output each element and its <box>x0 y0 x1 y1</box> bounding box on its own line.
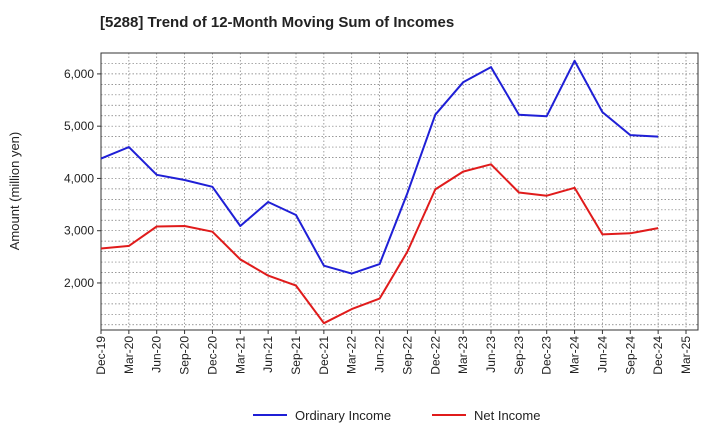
y-axis: 2,000 3,000 4,000 5,000 6,000 <box>64 67 101 290</box>
x-tick-label: Sep-20 <box>178 336 192 375</box>
x-tick-label: Mar-20 <box>122 336 136 374</box>
x-tick-label: Sep-22 <box>400 336 414 375</box>
x-tick-label: Mar-24 <box>568 336 582 374</box>
x-tick-label: Sep-24 <box>623 336 637 375</box>
y-axis-label: Amount (million yen) <box>7 132 22 251</box>
y-tick-label: 6,000 <box>64 67 94 81</box>
x-tick-label: Dec-22 <box>428 336 442 375</box>
x-tick-label: Dec-20 <box>205 336 219 375</box>
y-tick-label: 5,000 <box>64 119 94 133</box>
chart-title: [5288] Trend of 12-Month Moving Sum of I… <box>100 14 455 31</box>
series-line-ordinary-income <box>100 59 659 275</box>
x-tick-label: Mar-22 <box>345 336 359 374</box>
x-tick-label: Mar-25 <box>679 336 693 374</box>
y-tick-label: 4,000 <box>64 171 94 185</box>
series-line-net-income <box>100 163 659 325</box>
plot-frame <box>100 52 699 331</box>
legend: Ordinary Income Net Income <box>253 408 540 423</box>
grid <box>100 52 698 330</box>
x-tick-label: Dec-23 <box>540 336 554 375</box>
x-tick-label: Mar-21 <box>233 336 247 374</box>
x-tick-label: Sep-23 <box>512 336 526 375</box>
y-tick-label: 2,000 <box>64 276 94 290</box>
x-tick-label: Dec-24 <box>651 336 665 375</box>
x-tick-label: Jun-24 <box>595 336 609 373</box>
x-tick-label: Dec-21 <box>317 336 331 375</box>
x-tick-label: Mar-23 <box>456 336 470 374</box>
x-axis: Dec-19 Mar-20 Jun-20 Sep-20 Dec-20 Mar-21 Jun-… <box>94 330 693 375</box>
y-tick-label: 3,000 <box>64 224 94 238</box>
x-tick-label: Dec-19 <box>94 336 108 375</box>
series-layer <box>100 59 659 325</box>
x-tick-label: Jun-23 <box>484 336 498 373</box>
x-tick-label: Sep-21 <box>289 336 303 375</box>
x-tick-label: Jun-22 <box>373 336 387 373</box>
x-tick-label: Jun-21 <box>261 336 275 373</box>
legend-label-ordinary-income: Ordinary Income <box>295 408 391 423</box>
x-tick-label: Jun-20 <box>150 336 164 373</box>
legend-label-net-income: Net Income <box>474 408 540 423</box>
